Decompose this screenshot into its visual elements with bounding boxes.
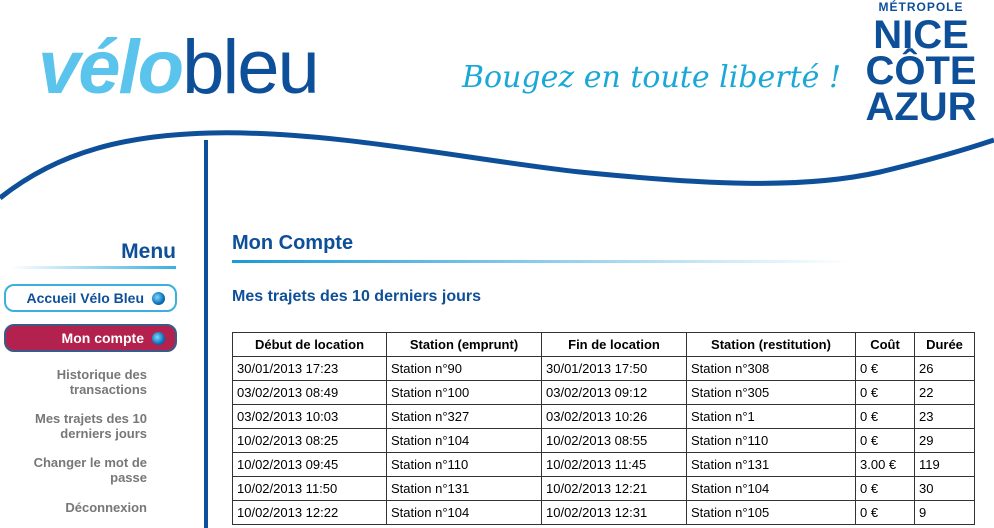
table-cell: 0 € — [855, 476, 915, 501]
table-cell: 10/02/2013 12:31 — [541, 500, 687, 525]
table-cell: 22 — [914, 380, 975, 405]
trips-table: Début de location Station (emprunt) Fin de… — [232, 332, 975, 525]
slogan: Bougez en toute liberté ! — [462, 60, 842, 95]
table-row: 10/02/2013 09:45 Station n°110 10/02/2013 … — [232, 452, 975, 477]
table-cell: 30/01/2013 17:23 — [232, 356, 387, 381]
table-cell: Station n°110 — [386, 452, 542, 477]
table-cell: 0 € — [855, 404, 915, 429]
table-cell: Station n°104 — [386, 428, 542, 453]
table-cell: 26 — [914, 356, 975, 381]
table-cell: Station n°90 — [386, 356, 542, 381]
table-cell: 0 € — [855, 380, 915, 405]
table-cell: Station n°105 — [686, 500, 856, 525]
table-cell: 10/02/2013 12:21 — [541, 476, 687, 501]
menu-title: Menu — [121, 240, 176, 263]
table-row: 30/01/2013 17:23 Station n°90 30/01/2013 1… — [232, 356, 975, 381]
table-row: 10/02/2013 11:50 Station n°131 10/02/2013 … — [232, 476, 975, 501]
menu-accueil-button[interactable]: Accueil Vélo Bleu — [4, 284, 177, 312]
table-row: 03/02/2013 10:03 Station n°327 03/02/2013 … — [232, 404, 975, 429]
table-cell: Station n°104 — [686, 476, 856, 501]
table-row: 10/02/2013 08:25 Station n°104 10/02/2013 … — [232, 428, 975, 453]
table-cell: 10/02/2013 09:45 — [232, 452, 387, 477]
table-cell: 10/02/2013 11:45 — [541, 452, 687, 477]
table-cell: Station n°308 — [686, 356, 856, 381]
table-cell: Station n°305 — [686, 380, 856, 405]
table-cell: Station n°104 — [386, 500, 542, 525]
section-title: Mes trajets des 10 derniers jours — [232, 288, 481, 305]
bullet-icon — [152, 291, 165, 305]
table-cell: 03/02/2013 08:49 — [232, 380, 387, 405]
table-cell: 30 — [914, 476, 975, 501]
table-cell: 10/02/2013 12:22 — [232, 500, 387, 525]
column-header: Début de location — [232, 332, 387, 357]
column-header: Station (restitution) — [686, 332, 856, 357]
page-title: Mon Compte — [232, 232, 354, 254]
table-cell: 03/02/2013 09:12 — [541, 380, 687, 405]
menu-trajets-link[interactable]: Mes trajets des 10 derniers jours — [34, 411, 147, 441]
table-cell: Station n°131 — [686, 452, 856, 477]
table-row: 03/02/2013 08:49 Station n°100 03/02/2013 … — [232, 380, 975, 405]
menu-divider — [10, 266, 176, 269]
column-header: Coût — [855, 332, 915, 357]
velobleu-logo[interactable]: vélobleu — [38, 25, 320, 110]
table-cell: 03/02/2013 10:26 — [541, 404, 687, 429]
table-cell: Station n°100 — [386, 380, 542, 405]
table-cell: 119 — [914, 452, 975, 477]
table-cell: 0 € — [855, 500, 915, 525]
table-cell: 9 — [914, 500, 975, 525]
menu-deconnexion-link[interactable]: Déconnexion — [65, 500, 147, 515]
metropole-logo: MÉTROPOLE NICE CÔTE AZUR — [865, 0, 977, 129]
table-cell: 10/02/2013 11:50 — [232, 476, 387, 501]
menu-password-link[interactable]: Changer le mot de passe — [33, 455, 147, 485]
column-header: Station (emprunt) — [386, 332, 542, 357]
bullet-icon — [152, 331, 165, 345]
table-cell: 0 € — [855, 356, 915, 381]
table-cell: Station n°327 — [386, 404, 542, 429]
column-header: Fin de location — [541, 332, 687, 357]
table-cell: 0 € — [855, 428, 915, 453]
table-cell: Station n°1 — [686, 404, 856, 429]
table-cell: 29 — [914, 428, 975, 453]
table-cell: 10/02/2013 08:25 — [232, 428, 387, 453]
table-cell: 3.00 € — [855, 452, 915, 477]
table-cell: 10/02/2013 08:55 — [541, 428, 687, 453]
table-cell: 30/01/2013 17:50 — [541, 356, 687, 381]
table-cell: 03/02/2013 10:03 — [232, 404, 387, 429]
menu-mon-compte-button[interactable]: Mon compte — [4, 324, 177, 352]
table-row: 10/02/2013 12:22 Station n°104 10/02/2013 … — [232, 500, 975, 525]
menu-historique-link[interactable]: Historique des transactions — [56, 367, 147, 397]
table-cell: Station n°131 — [386, 476, 542, 501]
table-cell: Station n°110 — [686, 428, 856, 453]
column-header: Durée — [914, 332, 975, 357]
title-divider — [232, 260, 852, 263]
table-cell: 23 — [914, 404, 975, 429]
